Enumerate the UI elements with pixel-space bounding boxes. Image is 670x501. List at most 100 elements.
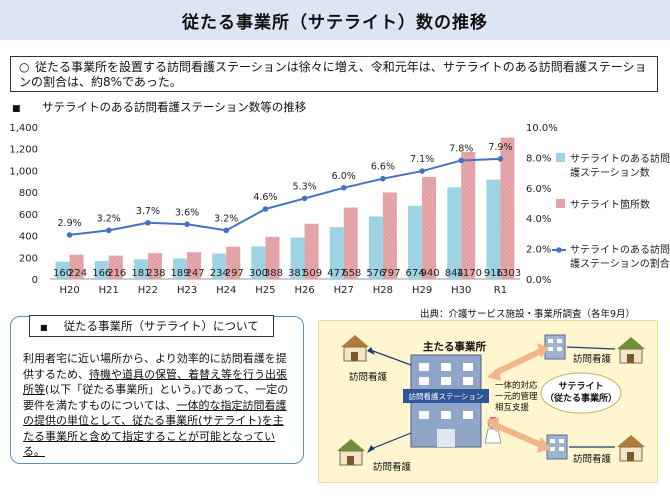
station-sign: 訪問看護ステーション (408, 392, 484, 401)
bar-value-label: 238 (146, 268, 165, 279)
y2-tick-label: 2.0% (526, 245, 551, 256)
note-body: 利用者宅に近い場所から、より効率的に訪問看護を提供するため、待機や道具の保管、着… (23, 351, 293, 460)
y-tick-label: 800 (19, 188, 38, 199)
bar-value-label: 181 (131, 268, 150, 279)
ratio-label: 7.1% (410, 154, 434, 165)
satellite-building-icon (544, 334, 566, 360)
legend-label: サテライトのある訪問看 (570, 152, 670, 165)
bar-value-label: 576 (366, 268, 385, 279)
chart-heading: ■ サテライトのある訪問看護ステーション数等の推移 (12, 99, 306, 115)
bar-value-label: 1170 (457, 268, 482, 279)
satellite-building-icon (546, 434, 568, 460)
bar-value-label: 797 (381, 268, 400, 279)
bar-satellites (500, 137, 515, 279)
relation-list: 一体的対応 一元的管理 相互支援 (495, 381, 538, 414)
satellite-trend-chart: 0 200 400 600 800 1,000 1,200 1,400 0.0% 2.0% 4.0%… (9, 123, 670, 296)
x-tick-label: H30 (451, 285, 471, 296)
ratio-point (380, 175, 386, 182)
bar-stations (55, 261, 70, 279)
bar-value-label: 189 (171, 268, 190, 279)
bar-stations (94, 260, 109, 279)
ratio-label: 4.6% (253, 192, 277, 203)
y-tick-label: 200 (19, 253, 38, 264)
title-bar: 従たる事業所（サテライト）数の推移 (0, 0, 670, 40)
house-icon (341, 335, 369, 362)
link-arrow (487, 343, 549, 381)
home-visit-label: 訪問看護 (373, 462, 412, 473)
bar-value-label: 940 (421, 268, 440, 279)
note-text-2: (以下「従たる事業所」という。)であって、一定の要件を満たすものについては、 (23, 383, 289, 412)
ratio-label: 3.7% (136, 206, 160, 217)
source-note: 出典：介護サービス施設・事業所調査（各年9月） (420, 309, 636, 320)
ratio-point (105, 227, 112, 234)
ratio-label: 6.6% (371, 162, 395, 173)
bar-value-label: 224 (68, 268, 87, 279)
home-visit-label: 訪問看護 (573, 354, 612, 365)
ratio-point (340, 185, 347, 191)
x-tick-label: H29 (412, 285, 432, 296)
bar-stations (133, 259, 148, 279)
bar-stations (329, 227, 344, 279)
satellite-title: サテライト (558, 382, 604, 392)
bar-satellites (108, 255, 123, 279)
ratio-point (145, 219, 151, 226)
chart-heading-text: サテライトのある訪問看護ステーション数等の推移 (42, 100, 307, 114)
satellite-note-box: ■ 従たる事業所（サテライト）について 利用者宅に近い場所から、より効率的に訪問看… (10, 315, 304, 464)
page-title: 従たる事業所（サテライト）数の推移 (182, 12, 488, 33)
bar-value-label: 216 (107, 268, 126, 279)
ratio-label: 7.9% (488, 142, 512, 153)
bar-value-label: 509 (303, 268, 322, 279)
bar-stations (486, 179, 501, 279)
y-tick-label: 0 (32, 275, 38, 286)
summary-box: ○ 従たる事業所を設置する訪問看護ステーションは徐々に増え、令和元年は、サテライト… (10, 56, 658, 92)
x-tick-label: R1 (494, 285, 507, 296)
house-icon (617, 435, 645, 462)
bar-stations (251, 246, 266, 279)
bar-value-label: 1303 (496, 268, 521, 279)
bar-satellites (265, 236, 280, 279)
bar-value-label: 300 (249, 268, 268, 279)
x-tick-label: H20 (59, 285, 79, 296)
y2-tick-label: 6.0% (526, 184, 551, 195)
ratio-point (419, 168, 425, 174)
legend-swatch-stations (556, 153, 565, 162)
main-office-building-icon (403, 354, 489, 448)
x-tick-label: H28 (373, 285, 393, 296)
relation-item: 一体的対応 (495, 381, 538, 391)
bar-value-label: 477 (327, 268, 346, 279)
x-tick-label: H21 (99, 285, 119, 296)
bar-value-label: 658 (342, 268, 361, 279)
summary-mark: ○ (19, 60, 30, 74)
bar-satellites (147, 253, 162, 279)
bar-satellites (226, 246, 241, 279)
ratio-label: 7.8% (449, 143, 473, 154)
ratio-label: 3.2% (214, 213, 238, 224)
bar-stations (212, 253, 227, 279)
y2-tick-label: 10.0% (526, 123, 558, 134)
square-bullet-icon: ■ (12, 104, 21, 114)
home-visit-label: 訪問看護 (573, 454, 612, 465)
note-text-1: 利用者宅に近い場所から、より効率的に訪問看護を提供するため、 (23, 352, 287, 381)
x-tick-label: H27 (334, 285, 354, 296)
bar-value-label: 297 (225, 268, 244, 279)
ratio-point (66, 232, 73, 238)
x-tick-label: H26 (294, 285, 314, 296)
legend-label: 護ステーションの割合 (570, 257, 670, 270)
bar-satellites (304, 223, 319, 279)
ratio-label: 2.9% (58, 218, 82, 229)
satellite-label: サテライト （従たる事業所） (541, 381, 621, 405)
satellite-subtitle: （従たる事業所） (544, 394, 617, 404)
bar-value-label: 381 (288, 268, 307, 279)
bar-satellites (422, 176, 437, 279)
bar-stations (447, 187, 462, 279)
relation-item: 一元的管理 (495, 392, 538, 402)
main-office-label: 主たる事業所 (423, 341, 486, 353)
square-bullet-icon: ■ (40, 323, 48, 332)
bar-satellites (187, 252, 202, 279)
bar-satellites (461, 151, 476, 279)
ratio-label: 3.6% (175, 207, 199, 218)
bar-value-label: 388 (264, 268, 283, 279)
ratio-point (301, 195, 308, 202)
house-icon (337, 439, 365, 466)
satellite-diagram: 主たる事業所 訪問看護ステーション 訪問看護 訪問看護 訪問看護 訪問看護 一体… (318, 320, 658, 483)
